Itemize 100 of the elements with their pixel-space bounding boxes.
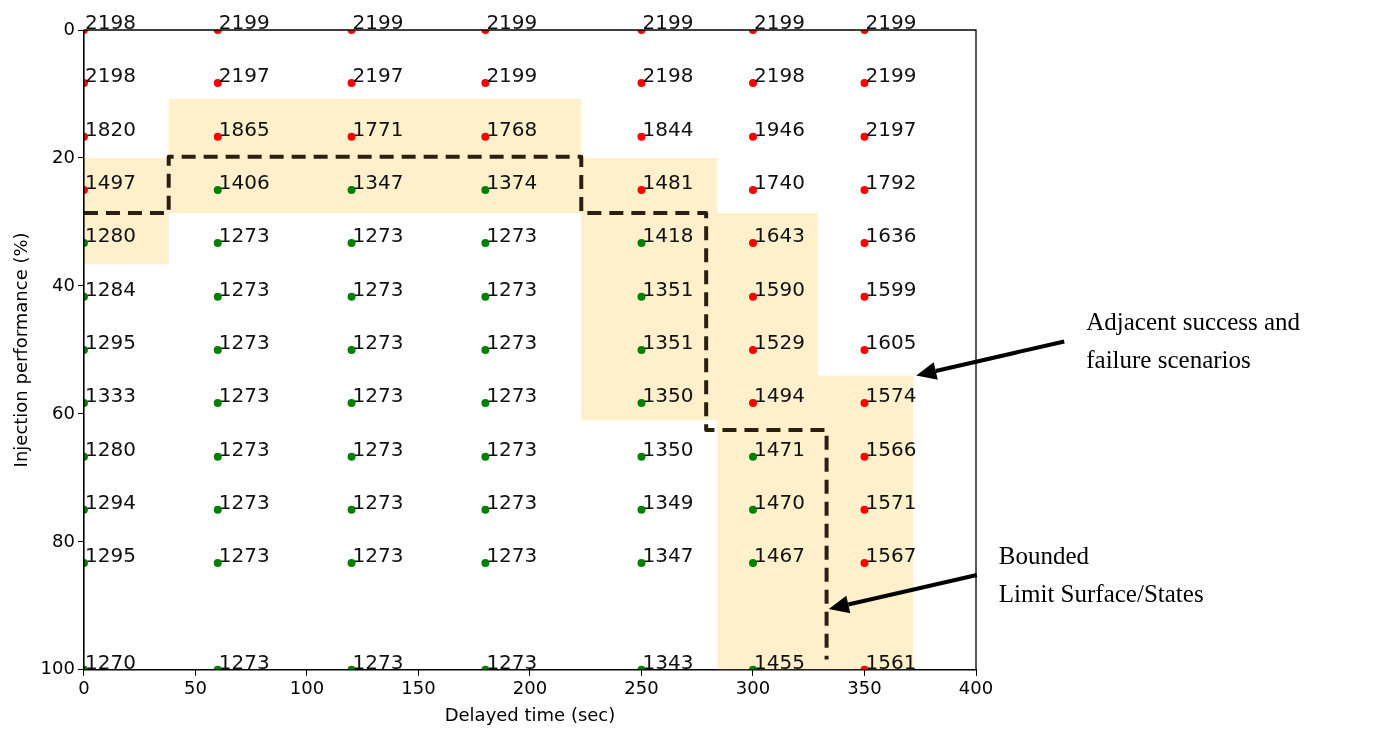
annotation: 2197 [352, 63, 404, 88]
annotation: 1529 [753, 329, 805, 354]
annotation: 1273 [486, 649, 538, 674]
text: Bounded Limit Surface/States [998, 541, 1204, 607]
annotation: 2199 [753, 10, 805, 34]
annotation: 1280 [84, 436, 136, 461]
x-tick-label: 50 [184, 677, 207, 699]
annotation: 1273 [486, 383, 538, 407]
annotation: 1561 [865, 649, 917, 674]
annotation: 1350 [642, 436, 694, 461]
x-tick-label: 350 [847, 677, 882, 699]
annotation: 1273 [218, 329, 270, 354]
annotation: 1333 [84, 383, 136, 407]
annotation: 1481 [642, 169, 694, 194]
annotation: 1567 [865, 542, 917, 567]
annotation: 1273 [352, 489, 404, 514]
annotation: 1270 [84, 649, 136, 674]
x-tick-label: 0 [78, 677, 90, 699]
annotation: 1273 [352, 276, 404, 301]
text: Adjacent success and failure scenarios [1086, 308, 1301, 374]
annotation: 2199 [352, 10, 404, 34]
annotation: 2199 [865, 63, 917, 88]
annotation: 1471 [753, 436, 805, 461]
annotation: 1494 [753, 383, 805, 407]
annotation: 2199 [486, 63, 538, 88]
x-tick-label: 250 [624, 677, 659, 699]
annotation: 1820 [84, 116, 136, 141]
annotation: 1294 [84, 489, 136, 514]
x-tick-label: 100 [289, 677, 325, 699]
annotation: 1605 [865, 329, 917, 354]
annotation: 1273 [486, 329, 538, 354]
annotation: 2198 [642, 63, 694, 88]
annotation: 1599 [865, 276, 917, 301]
annotation: 1792 [865, 169, 917, 194]
x-tick-label: 400 [958, 677, 994, 699]
annotation: 1273 [486, 276, 538, 301]
x-tick-label: 200 [512, 677, 548, 699]
annotation: 1295 [84, 542, 136, 567]
y-tick-label: 40 [52, 273, 75, 295]
annotation: 1273 [486, 223, 538, 248]
annotation: 1273 [486, 542, 538, 567]
y-tick-label: 0 [63, 17, 75, 39]
annotation: 1643 [753, 223, 805, 248]
y-tick-label: 20 [52, 145, 75, 167]
annotation: 1455 [753, 649, 805, 674]
annotation: 2199 [486, 10, 538, 34]
x-axis-title: Delayed time (sec) [444, 703, 616, 725]
annotation: 1497 [84, 169, 136, 194]
annotation: 1273 [352, 649, 404, 674]
annotation: 1351 [642, 329, 694, 354]
annotation: 1295 [84, 329, 136, 354]
annotation: 1280 [84, 223, 136, 248]
annotation: 1571 [865, 489, 917, 514]
annotation: 1273 [218, 489, 270, 514]
annotation: 1374 [486, 169, 538, 194]
annotation: 2198 [84, 10, 136, 34]
annotation: 1273 [352, 383, 404, 407]
annotation: 1273 [218, 223, 270, 248]
y-tick-label: 80 [52, 529, 75, 551]
annotation: 2197 [865, 116, 917, 141]
annotation: 1273 [486, 436, 538, 461]
annotation: 2199 [865, 10, 917, 34]
x-tick-label: 150 [401, 677, 436, 699]
annotation: 1273 [352, 542, 404, 567]
annotation: 1771 [352, 116, 404, 141]
y-axis-title: Injection performance (%) [10, 232, 32, 468]
annotation: 1351 [642, 276, 694, 301]
annotation: 1347 [352, 169, 404, 194]
annotation: 2198 [84, 63, 136, 88]
y-tick-label: 60 [52, 401, 75, 423]
annotation: 1273 [352, 329, 404, 354]
annotation: 1590 [753, 276, 805, 301]
annotation: 1273 [218, 649, 270, 674]
annotation: 1343 [642, 649, 694, 674]
annotation: 1467 [753, 542, 805, 567]
annotation: 2199 [642, 10, 694, 34]
annotation: 1349 [642, 489, 694, 514]
annotation: 1350 [642, 383, 694, 407]
annotation: 1865 [218, 116, 270, 141]
x-tick-label: 300 [735, 677, 771, 699]
annotation: 1347 [642, 542, 694, 567]
annotation: 1470 [753, 489, 805, 514]
annotation: 1406 [218, 169, 270, 194]
annotation: 1844 [642, 116, 694, 141]
annotation: 1636 [865, 223, 917, 248]
annotation: 1273 [218, 436, 270, 461]
annotation: 1768 [486, 116, 538, 141]
annotation: 1418 [642, 223, 694, 248]
annotation: 1273 [352, 436, 404, 461]
annotation: 2198 [753, 63, 805, 88]
annotation: 1946 [753, 116, 805, 141]
annotation: 1273 [486, 489, 538, 514]
y-tick-label: 100 [40, 657, 75, 679]
annotation: 1574 [865, 383, 917, 407]
annotation: 1273 [352, 223, 404, 248]
annotation: 1273 [218, 276, 270, 301]
annotation: 1566 [865, 436, 917, 461]
annotation: 1284 [84, 276, 136, 301]
annotation: 2197 [218, 63, 270, 88]
annotation: 2199 [218, 10, 270, 34]
